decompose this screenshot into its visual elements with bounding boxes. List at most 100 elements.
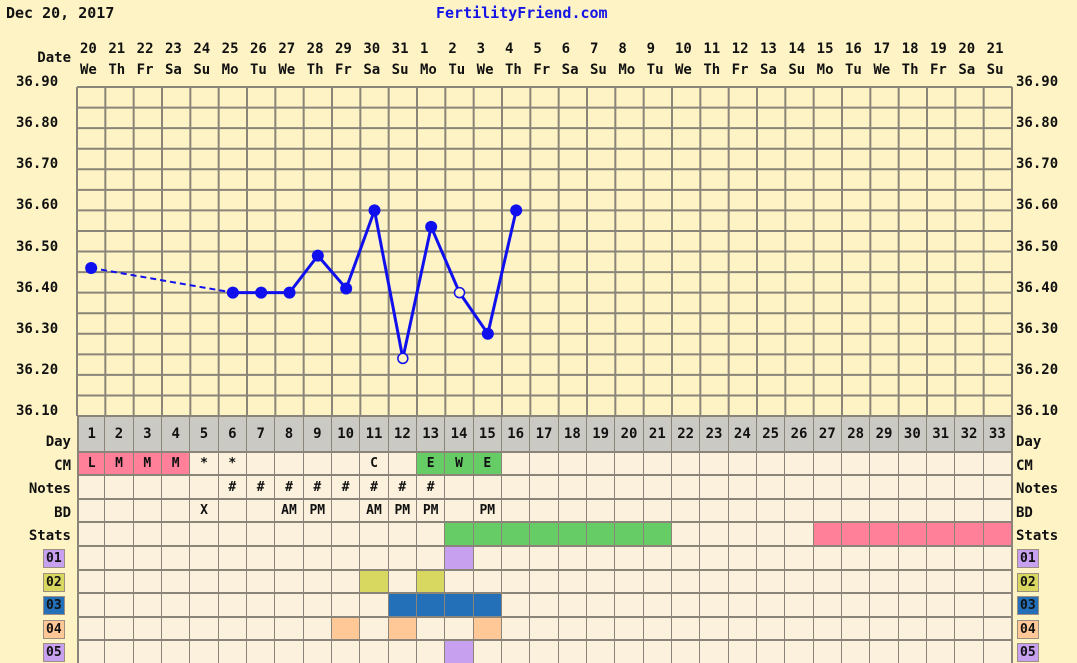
custom-row-cell[interactable] bbox=[190, 618, 220, 641]
cm-cell[interactable] bbox=[983, 453, 1013, 476]
custom-row-cell[interactable] bbox=[530, 547, 560, 571]
custom-row-cell[interactable] bbox=[558, 618, 588, 641]
custom-row-cell[interactable] bbox=[417, 547, 447, 571]
custom-row-cell[interactable] bbox=[587, 641, 617, 663]
custom-row-cell[interactable] bbox=[417, 594, 447, 618]
bd-cell[interactable] bbox=[615, 500, 645, 523]
custom-row-cell[interactable] bbox=[133, 594, 163, 618]
notes-cell[interactable] bbox=[105, 476, 135, 500]
custom-row-cell[interactable] bbox=[247, 618, 277, 641]
custom-row-cell[interactable] bbox=[332, 618, 362, 641]
bd-cell[interactable]: PM bbox=[417, 500, 447, 523]
cm-cell[interactable]: C bbox=[360, 453, 390, 476]
stats-cell[interactable] bbox=[870, 523, 900, 547]
custom-row-cell[interactable] bbox=[643, 641, 673, 663]
custom-row-cell[interactable] bbox=[445, 618, 475, 641]
stats-cell[interactable] bbox=[502, 523, 532, 547]
custom-row-cell[interactable] bbox=[955, 547, 985, 571]
custom-row-cell[interactable] bbox=[813, 571, 843, 594]
custom-row-cell[interactable] bbox=[388, 547, 418, 571]
cm-cell[interactable] bbox=[558, 453, 588, 476]
notes-cell[interactable] bbox=[728, 476, 758, 500]
custom-row-cell[interactable] bbox=[927, 571, 957, 594]
bd-cell[interactable] bbox=[445, 500, 475, 523]
custom-row-cell[interactable] bbox=[275, 618, 305, 641]
custom-row-cell[interactable] bbox=[473, 618, 503, 641]
custom-row-cell[interactable] bbox=[218, 547, 248, 571]
custom-row-cell[interactable] bbox=[870, 641, 900, 663]
custom-row-cell[interactable] bbox=[218, 618, 248, 641]
notes-cell[interactable] bbox=[558, 476, 588, 500]
custom-row-cell[interactable] bbox=[870, 594, 900, 618]
cm-cell[interactable] bbox=[388, 453, 418, 476]
cm-cell[interactable] bbox=[927, 453, 957, 476]
custom-row-badge-right[interactable]: 03 bbox=[1017, 596, 1039, 615]
notes-cell[interactable] bbox=[445, 476, 475, 500]
cm-cell[interactable] bbox=[303, 453, 333, 476]
custom-row-cell[interactable] bbox=[530, 641, 560, 663]
custom-row-cell[interactable] bbox=[728, 594, 758, 618]
notes-cell[interactable] bbox=[927, 476, 957, 500]
custom-row-badge[interactable]: 01 bbox=[43, 549, 65, 568]
notes-cell[interactable] bbox=[190, 476, 220, 500]
custom-row-cell[interactable] bbox=[587, 618, 617, 641]
notes-cell[interactable] bbox=[672, 476, 702, 500]
cm-cell[interactable]: M bbox=[162, 453, 192, 476]
custom-row-cell[interactable] bbox=[898, 618, 928, 641]
custom-row-cell[interactable] bbox=[700, 641, 730, 663]
custom-row-cell[interactable] bbox=[530, 618, 560, 641]
custom-row-cell[interactable] bbox=[417, 571, 447, 594]
custom-row-cell[interactable] bbox=[728, 618, 758, 641]
custom-row-cell[interactable] bbox=[615, 571, 645, 594]
bd-cell[interactable] bbox=[955, 500, 985, 523]
notes-cell[interactable] bbox=[133, 476, 163, 500]
stats-cell[interactable] bbox=[77, 523, 107, 547]
cm-cell[interactable] bbox=[615, 453, 645, 476]
custom-row-cell[interactable] bbox=[445, 594, 475, 618]
custom-row-badge-right[interactable]: 05 bbox=[1017, 643, 1039, 662]
bd-cell[interactable] bbox=[728, 500, 758, 523]
stats-cell[interactable] bbox=[530, 523, 560, 547]
custom-row-cell[interactable] bbox=[983, 594, 1013, 618]
custom-row-cell[interactable] bbox=[162, 594, 192, 618]
notes-cell[interactable]: # bbox=[332, 476, 362, 500]
custom-row-cell[interactable] bbox=[445, 571, 475, 594]
cm-cell[interactable] bbox=[332, 453, 362, 476]
custom-row-cell[interactable] bbox=[388, 641, 418, 663]
cm-cell[interactable]: W bbox=[445, 453, 475, 476]
notes-cell[interactable] bbox=[473, 476, 503, 500]
custom-row-cell[interactable] bbox=[728, 547, 758, 571]
custom-row-cell[interactable] bbox=[162, 641, 192, 663]
stats-cell[interactable] bbox=[813, 523, 843, 547]
stats-cell[interactable] bbox=[615, 523, 645, 547]
custom-row-cell[interactable] bbox=[445, 547, 475, 571]
custom-row-cell[interactable] bbox=[842, 547, 872, 571]
custom-row-cell[interactable] bbox=[332, 547, 362, 571]
cm-cell[interactable]: * bbox=[190, 453, 220, 476]
custom-row-cell[interactable] bbox=[757, 547, 787, 571]
custom-row-cell[interactable] bbox=[927, 594, 957, 618]
custom-row-cell[interactable] bbox=[502, 594, 532, 618]
custom-row-cell[interactable] bbox=[757, 594, 787, 618]
custom-row-cell[interactable] bbox=[785, 547, 815, 571]
custom-row-badge-right[interactable]: 02 bbox=[1017, 573, 1039, 592]
custom-row-cell[interactable] bbox=[587, 547, 617, 571]
custom-row-badge-right[interactable]: 04 bbox=[1017, 620, 1039, 639]
notes-cell[interactable] bbox=[77, 476, 107, 500]
bd-cell[interactable] bbox=[530, 500, 560, 523]
custom-row-cell[interactable] bbox=[672, 547, 702, 571]
stats-cell[interactable] bbox=[247, 523, 277, 547]
cm-cell[interactable] bbox=[587, 453, 617, 476]
custom-row-cell[interactable] bbox=[643, 547, 673, 571]
custom-row-cell[interactable] bbox=[473, 641, 503, 663]
cm-cell[interactable] bbox=[700, 453, 730, 476]
custom-row-cell[interactable] bbox=[813, 547, 843, 571]
stats-cell[interactable] bbox=[190, 523, 220, 547]
custom-row-cell[interactable] bbox=[785, 594, 815, 618]
stats-cell[interactable] bbox=[927, 523, 957, 547]
custom-row-cell[interactable] bbox=[898, 641, 928, 663]
custom-row-cell[interactable] bbox=[870, 571, 900, 594]
custom-row-cell[interactable] bbox=[785, 618, 815, 641]
custom-row-cell[interactable] bbox=[700, 618, 730, 641]
stats-cell[interactable] bbox=[728, 523, 758, 547]
